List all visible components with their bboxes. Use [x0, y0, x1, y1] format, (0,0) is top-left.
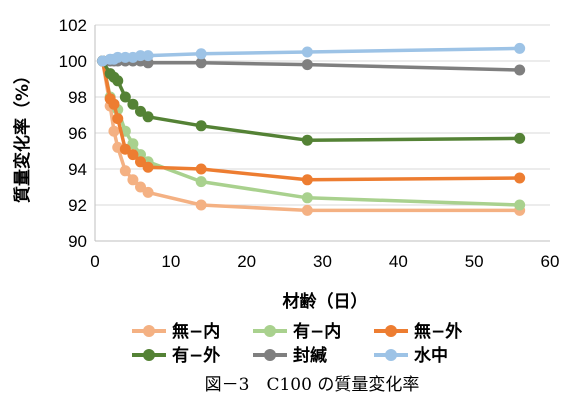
data-point	[119, 165, 131, 177]
x-tick-label: 30	[313, 252, 332, 271]
data-point	[301, 46, 313, 58]
data-point	[301, 134, 313, 146]
series-1	[97, 55, 526, 216]
y-axis-title: 質量変化率（%）	[12, 67, 33, 203]
y-tick-label: 96	[68, 124, 87, 143]
x-tick-label: 0	[90, 252, 99, 271]
y-tick-label: 102	[59, 16, 87, 35]
legend-swatch-marker	[143, 325, 155, 337]
x-tick-label: 20	[237, 252, 256, 271]
legend-label: 無−内	[172, 321, 220, 342]
x-tick-labels: 0 10 20 30 40 50 60	[90, 252, 559, 271]
data-point	[112, 51, 124, 63]
data-point	[142, 161, 154, 173]
data-point	[142, 50, 154, 62]
data-point	[127, 174, 139, 186]
data-point	[195, 176, 207, 188]
axes	[94, 25, 550, 242]
y-tick-label: 98	[68, 88, 87, 107]
data-point	[112, 75, 124, 87]
series-5	[97, 55, 526, 76]
data-point	[135, 156, 146, 168]
y-tick-label: 92	[68, 196, 87, 215]
legend-swatch-marker	[143, 349, 155, 361]
data-point	[514, 132, 526, 144]
y-tick-labels: 90 92 94 96 98 100 102	[59, 16, 87, 251]
data-point	[135, 105, 146, 117]
x-tick-label: 10	[161, 252, 180, 271]
data-point	[195, 163, 207, 175]
legend-label: 有−外	[172, 345, 220, 366]
data-point	[514, 64, 526, 76]
data-point	[127, 98, 139, 110]
data-point	[301, 204, 313, 216]
x-tick-label: 50	[465, 252, 484, 271]
data-point	[112, 113, 124, 125]
legend-swatch-marker	[385, 325, 397, 337]
data-point	[108, 98, 120, 110]
data-point	[127, 138, 139, 150]
legend-label: 有−内	[293, 321, 341, 342]
data-point	[127, 149, 139, 161]
data-point	[301, 59, 313, 71]
data-point	[119, 51, 131, 63]
gridlines	[95, 24, 550, 242]
legend-item: 封緘	[253, 345, 327, 366]
legend-label: 無−外	[414, 321, 462, 342]
data-point	[195, 199, 207, 211]
data-point	[135, 181, 146, 193]
legend-swatch-marker	[264, 349, 276, 361]
legend-label: 封緘	[293, 345, 327, 366]
y-tick-label: 100	[59, 52, 87, 71]
data-point	[142, 111, 154, 123]
x-axis-title: 材齢（日）	[283, 291, 368, 312]
data-point	[142, 186, 154, 198]
data-point	[514, 42, 526, 54]
data-point	[108, 125, 120, 137]
legend-swatch-marker	[385, 349, 397, 361]
legend-item: 水中	[374, 345, 448, 366]
data-point	[301, 192, 313, 204]
legend-item: 無−外	[374, 321, 462, 342]
series-group	[97, 42, 526, 216]
data-point	[195, 120, 207, 132]
y-tick-label: 90	[68, 232, 87, 251]
legend-swatch-marker	[264, 325, 276, 337]
data-point	[195, 48, 207, 60]
data-point	[301, 174, 313, 186]
series-line	[101, 60, 520, 142]
series-6	[97, 42, 526, 67]
figure-caption: 図－3 C100 の質量変化率	[205, 375, 420, 395]
data-point	[119, 143, 131, 155]
legend-item: 有−外	[132, 345, 220, 366]
data-point	[514, 172, 526, 184]
legend-item: 無−内	[132, 321, 220, 342]
data-point	[119, 91, 131, 103]
data-point	[514, 199, 526, 211]
x-tick-label: 60	[541, 252, 560, 271]
data-point	[135, 50, 146, 62]
series-line	[100, 60, 520, 213]
legend-item: 有−内	[253, 321, 341, 342]
y-tick-label: 94	[68, 160, 87, 179]
data-point	[195, 57, 207, 69]
legend: 無−内 有−内 無−外有−外 封緘 水中	[132, 321, 462, 366]
legend-label: 水中	[414, 345, 448, 366]
x-tick-label: 40	[389, 252, 408, 271]
